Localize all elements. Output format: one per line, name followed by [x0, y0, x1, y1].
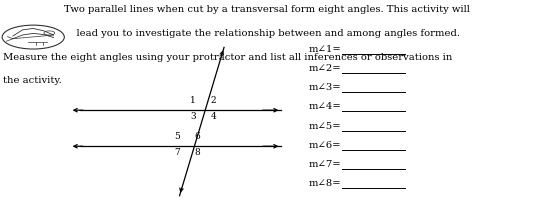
- Text: 5: 5: [174, 132, 180, 141]
- Text: m∠8=: m∠8=: [308, 179, 341, 188]
- Text: m∠2=: m∠2=: [308, 64, 341, 73]
- Text: 8: 8: [195, 148, 200, 157]
- Text: lead you to investigate the relationship between and among angles formed.: lead you to investigate the relationship…: [64, 29, 460, 38]
- Text: m∠1=: m∠1=: [308, 45, 341, 54]
- Text: Measure the eight angles using your protractor and list all inferences or observ: Measure the eight angles using your prot…: [3, 53, 452, 62]
- Text: Two parallel lines when cut by a transversal form eight angles. This activity wi: Two parallel lines when cut by a transve…: [64, 5, 470, 14]
- Text: m∠6=: m∠6=: [308, 141, 341, 150]
- Text: m∠7=: m∠7=: [308, 160, 341, 169]
- Text: m∠5=: m∠5=: [308, 122, 341, 131]
- Text: 3: 3: [191, 112, 196, 121]
- Text: 4: 4: [211, 112, 217, 121]
- Text: 6: 6: [195, 132, 200, 141]
- Text: 2: 2: [211, 96, 216, 105]
- Text: 1: 1: [190, 96, 196, 105]
- Text: m∠3=: m∠3=: [308, 83, 341, 92]
- Text: 7: 7: [174, 148, 180, 157]
- Text: m∠4=: m∠4=: [308, 102, 341, 111]
- Text: the activity.: the activity.: [3, 76, 62, 85]
